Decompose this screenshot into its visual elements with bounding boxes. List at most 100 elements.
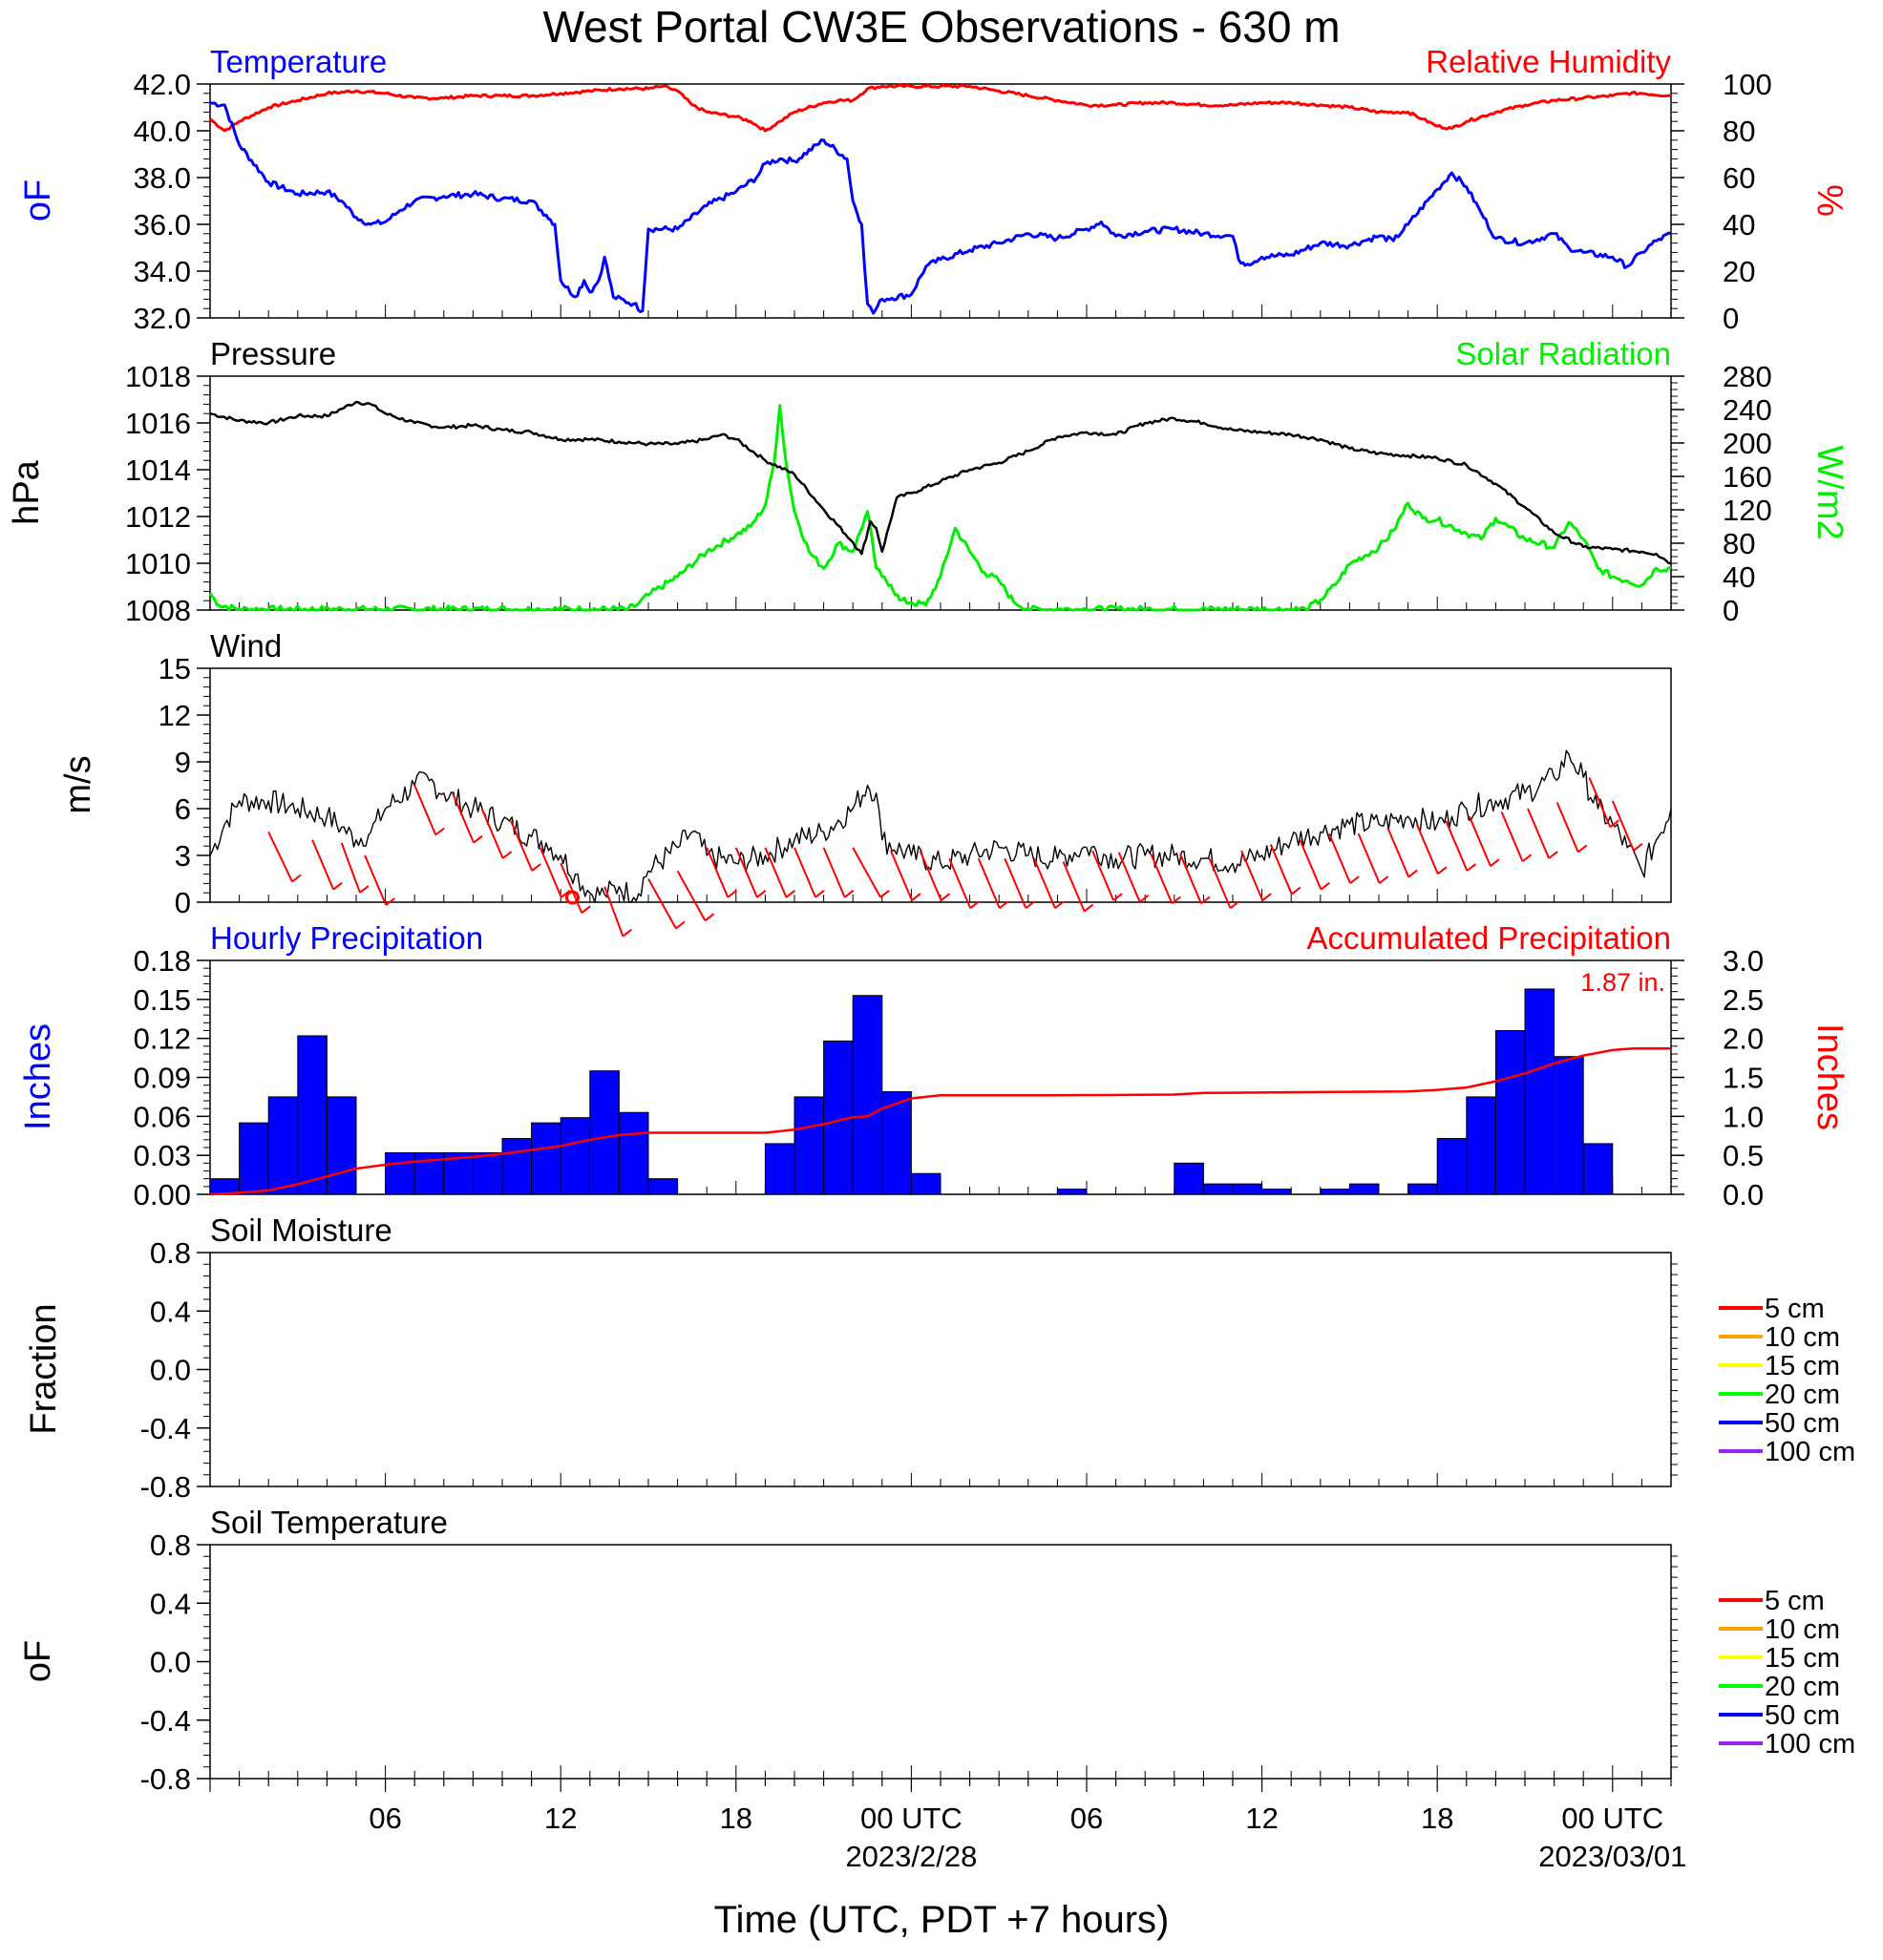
wind-barb: [603, 886, 624, 938]
wind-left-tick-label: 15: [159, 652, 191, 685]
soil-temperature-left-tick-label: 0.8: [150, 1528, 191, 1562]
hourly-precip-bar: [326, 1096, 357, 1195]
precipitation-panel: Hourly Precipitation Accumulated Precipi…: [18, 920, 1850, 1195]
soil-temperature-title: Soil Temperature: [210, 1505, 448, 1540]
wind-barb-flag: [1083, 903, 1094, 913]
wind-barb: [948, 857, 972, 909]
hourly-precip-unit-label: Inches: [18, 1023, 58, 1130]
soil-moisture-unit-label: Fraction: [24, 1303, 64, 1434]
wind-barb: [919, 850, 942, 901]
wind-barb: [706, 847, 730, 898]
hourly-precip-bar: [501, 1137, 533, 1195]
x-tick-label: 06: [1070, 1802, 1103, 1835]
accumulated-precip-line: [209, 1047, 1671, 1196]
x-tick-label: 06: [369, 1802, 401, 1835]
precip-total-label: 1.87 in.: [1580, 968, 1665, 997]
hourly-precip-bar: [1202, 1183, 1234, 1195]
hourly-precip-bar: [852, 995, 883, 1195]
hourly-precip-bar: [764, 1143, 795, 1195]
wind-barb-flag: [531, 863, 541, 872]
wind-barb-flag: [940, 893, 951, 901]
pressure-left-tick-label: 1016: [125, 407, 191, 440]
wind-barb: [852, 847, 881, 898]
wind-barb: [1032, 857, 1056, 909]
wind-barb: [452, 792, 475, 844]
accum-right-tick-label: 0.5: [1723, 1139, 1764, 1172]
wind-barb: [1555, 802, 1579, 853]
wind-barb-flag: [385, 897, 395, 906]
wind-barb: [1357, 832, 1381, 884]
wind-barb-flag: [785, 890, 796, 898]
accum-right-tick-label: 2.0: [1723, 1022, 1764, 1056]
wind-barb: [267, 832, 293, 882]
hourly-precip-bar: [1582, 1143, 1614, 1195]
humidity-line: [209, 83, 1672, 133]
wind-barb-flag: [911, 893, 921, 901]
wind-barb-flag: [704, 913, 715, 922]
temperature-line: [209, 101, 1672, 315]
x-tick-label: 18: [1421, 1802, 1453, 1835]
temperature-left-tick-label: 32.0: [134, 302, 191, 335]
wind-barb: [1611, 800, 1635, 852]
wind-barb-flag: [1229, 900, 1240, 910]
wind-barb: [647, 878, 677, 929]
hourly-precip-bar: [1436, 1137, 1468, 1195]
wind-barb: [1240, 850, 1264, 901]
humidity-title: Relative Humidity: [1426, 44, 1671, 79]
solar-right-tick-label: 240: [1723, 393, 1772, 427]
pressure-title: Pressure: [210, 336, 336, 371]
precip-left-tick-label: 0.09: [134, 1062, 191, 1095]
wind-barb-flag: [1171, 896, 1181, 905]
wind-barb: [1208, 857, 1232, 909]
humidity-right-tick-label: 60: [1723, 161, 1755, 195]
wind-left-tick-label: 9: [175, 746, 191, 779]
soil-legend-label: 10 cm: [1765, 1322, 1840, 1353]
wind-barb: [311, 839, 335, 891]
wind-barb-flag: [473, 834, 483, 844]
solar-right-tick-label: 280: [1723, 360, 1772, 393]
hourly-precip-bar: [239, 1122, 269, 1195]
soil-legend-label: 20 cm: [1765, 1380, 1840, 1410]
wind-barb-flag: [815, 890, 825, 898]
wind-barb: [413, 785, 437, 835]
precip-left-tick-label: 0.18: [134, 944, 191, 978]
wind-speed-line: [209, 749, 1672, 903]
wind-barb-flag: [1407, 869, 1418, 878]
humidity-right-tick-label: 40: [1723, 208, 1755, 242]
precip-left-tick-label: 0.03: [134, 1139, 191, 1172]
hourly-precip-bar: [1348, 1183, 1380, 1195]
wind-barb: [1468, 815, 1492, 867]
soil-legend-label: 100 cm: [1765, 1437, 1855, 1467]
soil-temperature-left-tick-label: 0.0: [150, 1646, 191, 1679]
solar-right-tick-label: 40: [1723, 560, 1755, 594]
temperature-left-tick-label: 40.0: [134, 115, 191, 148]
humidity-right-tick-label: 80: [1723, 115, 1755, 148]
humidity-unit-label: %: [1809, 184, 1850, 217]
hourly-precip-title: Hourly Precipitation: [210, 920, 483, 956]
wind-barb-flag: [1349, 875, 1360, 884]
wind-barb-flag: [1609, 819, 1619, 829]
soil-moisture-left-tick-label: -0.8: [140, 1470, 191, 1504]
precip-left-tick-label: 0.06: [134, 1100, 191, 1133]
wind-barb-flag: [1437, 866, 1448, 875]
wind-unit-label: m/s: [58, 755, 98, 813]
wind-barb: [560, 862, 583, 914]
wind-barb-flag: [1577, 844, 1588, 854]
temperature-title: Temperature: [210, 44, 387, 79]
wind-barb-flag: [1200, 896, 1211, 905]
soil-moisture-left-tick-label: -0.4: [140, 1412, 191, 1445]
wind-barb-flag: [1633, 843, 1643, 852]
x-tick-label: 00 UTC: [1561, 1802, 1663, 1835]
wind-barb-flag: [581, 905, 591, 914]
soil-temperature-left-tick-label: 0.4: [150, 1587, 191, 1620]
wind-barb: [539, 847, 562, 898]
wind-barb: [890, 850, 913, 901]
accum-right-tick-label: 2.5: [1723, 983, 1764, 1017]
temperature-unit-label: oF: [18, 179, 58, 221]
wind-barb-flag: [756, 890, 767, 898]
wind-barb-flag: [675, 920, 686, 930]
temperature-left-tick-label: 42.0: [134, 68, 191, 101]
wind-barb-flag: [879, 890, 890, 898]
wind-barb: [822, 847, 846, 898]
